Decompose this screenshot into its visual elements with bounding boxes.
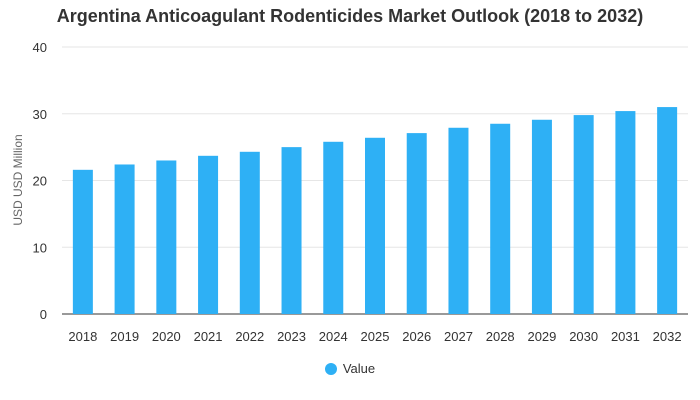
- x-tick-label: 2027: [444, 329, 473, 344]
- legend: Value: [0, 361, 700, 376]
- chart-title: Argentina Anticoagulant Rodenticides Mar…: [56, 6, 644, 26]
- x-tick-label: 2028: [486, 329, 515, 344]
- x-tick-label: 2026: [402, 329, 431, 344]
- x-tick-label: 2018: [68, 329, 97, 344]
- y-axis-ticks: 0 10 20 30 40: [33, 40, 47, 322]
- x-tick-label: 2023: [277, 329, 306, 344]
- bar-2019[interactable]: [114, 164, 135, 314]
- x-tick-label: 2019: [110, 329, 139, 344]
- bar-2026[interactable]: [406, 133, 427, 314]
- legend-swatch: [324, 362, 337, 375]
- x-tick-label: 2024: [319, 329, 348, 344]
- bar-2018[interactable]: [72, 169, 93, 314]
- y-tick-label: 40: [33, 40, 47, 55]
- y-tick-label: 30: [33, 107, 47, 122]
- x-axis-ticks: 2018 2019 2020 2021 2022 2023 2024 2025 2026 2027…: [68, 329, 681, 344]
- legend-item-value[interactable]: Value: [324, 361, 376, 376]
- bar-2031[interactable]: [615, 111, 636, 314]
- x-tick-label: 2030: [569, 329, 598, 344]
- x-tick-label: 2022: [235, 329, 264, 344]
- x-tick-label: 2031: [611, 329, 640, 344]
- bars: [72, 107, 678, 315]
- x-tick-label: 2020: [152, 329, 181, 344]
- y-tick-label: 20: [33, 174, 47, 189]
- legend-label: Value: [342, 361, 376, 376]
- x-tick-label: 2025: [361, 329, 390, 344]
- x-tick-label: 2032: [653, 329, 682, 344]
- x-tick-label: 2029: [527, 329, 556, 344]
- bar-2024[interactable]: [323, 141, 344, 314]
- bar-2030[interactable]: [573, 115, 594, 315]
- y-axis-title: USD USD Million: [11, 134, 25, 225]
- bar-2023[interactable]: [281, 147, 302, 314]
- bar-2021[interactable]: [198, 155, 219, 314]
- bar-2022[interactable]: [239, 151, 260, 314]
- y-tick-label: 0: [40, 307, 47, 322]
- y-tick-label: 10: [33, 240, 47, 255]
- bar-2028[interactable]: [490, 123, 511, 314]
- bar-2027[interactable]: [448, 127, 469, 314]
- bar-2032[interactable]: [657, 107, 678, 314]
- x-tick-label: 2021: [194, 329, 223, 344]
- bar-2025[interactable]: [365, 137, 385, 314]
- bar-2029[interactable]: [531, 119, 552, 314]
- bar-2020[interactable]: [156, 160, 177, 314]
